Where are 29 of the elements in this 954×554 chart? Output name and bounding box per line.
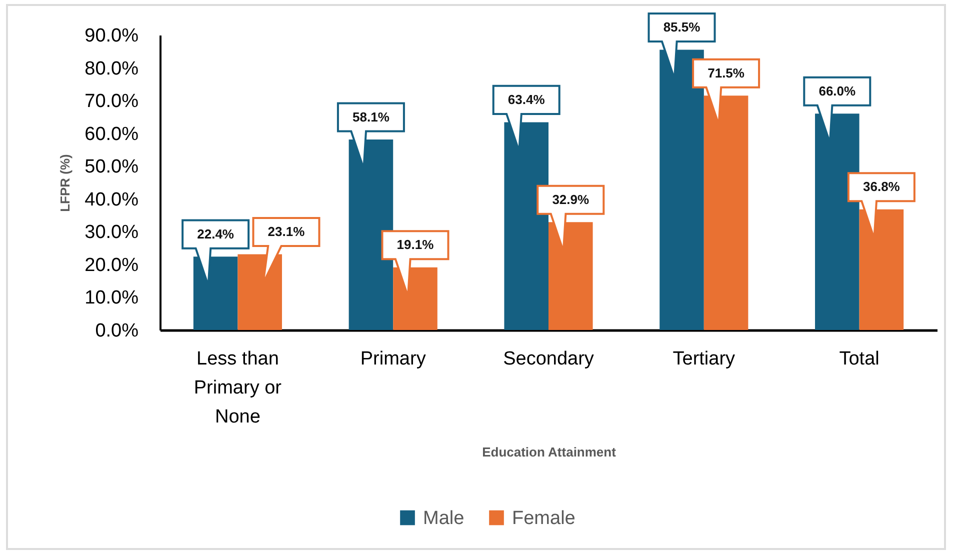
- data-label: 32.9%: [552, 192, 590, 207]
- legend-label: Male: [423, 508, 464, 529]
- y-tick-label: 30.0%: [84, 222, 139, 244]
- legend-label: Female: [512, 508, 576, 529]
- y-tick-label: 20.0%: [84, 254, 139, 276]
- y-axis-title: LFPR (%): [58, 154, 73, 212]
- x-tick-label: Tertiary: [672, 348, 736, 370]
- y-tick-label: 90.0%: [84, 26, 139, 46]
- x-tick-label: Primary: [360, 348, 426, 370]
- x-tick-label: Less than Primary or None: [194, 348, 282, 428]
- data-label: 19.1%: [396, 237, 434, 252]
- data-label: 36.8%: [863, 179, 900, 194]
- data-label: 23.1%: [268, 224, 306, 240]
- y-tick-label: 0.0%: [95, 320, 139, 342]
- x-axis-title: Education Attainment: [482, 444, 617, 460]
- data-label: 71.5%: [708, 65, 745, 80]
- x-tick-label: Secondary: [503, 348, 594, 370]
- y-tick-label: 70.0%: [84, 91, 139, 112]
- x-tick-label: Total: [839, 348, 880, 370]
- y-tick-label: 80.0%: [84, 58, 139, 80]
- data-label: 85.5%: [663, 19, 701, 34]
- data-label: 22.4%: [197, 226, 234, 242]
- data-label: 63.4%: [508, 92, 546, 107]
- data-label: 66.0%: [818, 83, 856, 98]
- y-tick-label: 60.0%: [84, 124, 139, 145]
- data-label: 58.1%: [352, 109, 390, 124]
- y-tick-label: 50.0%: [84, 156, 139, 178]
- y-tick-label: 10.0%: [84, 288, 139, 309]
- y-tick-label: 40.0%: [84, 189, 139, 210]
